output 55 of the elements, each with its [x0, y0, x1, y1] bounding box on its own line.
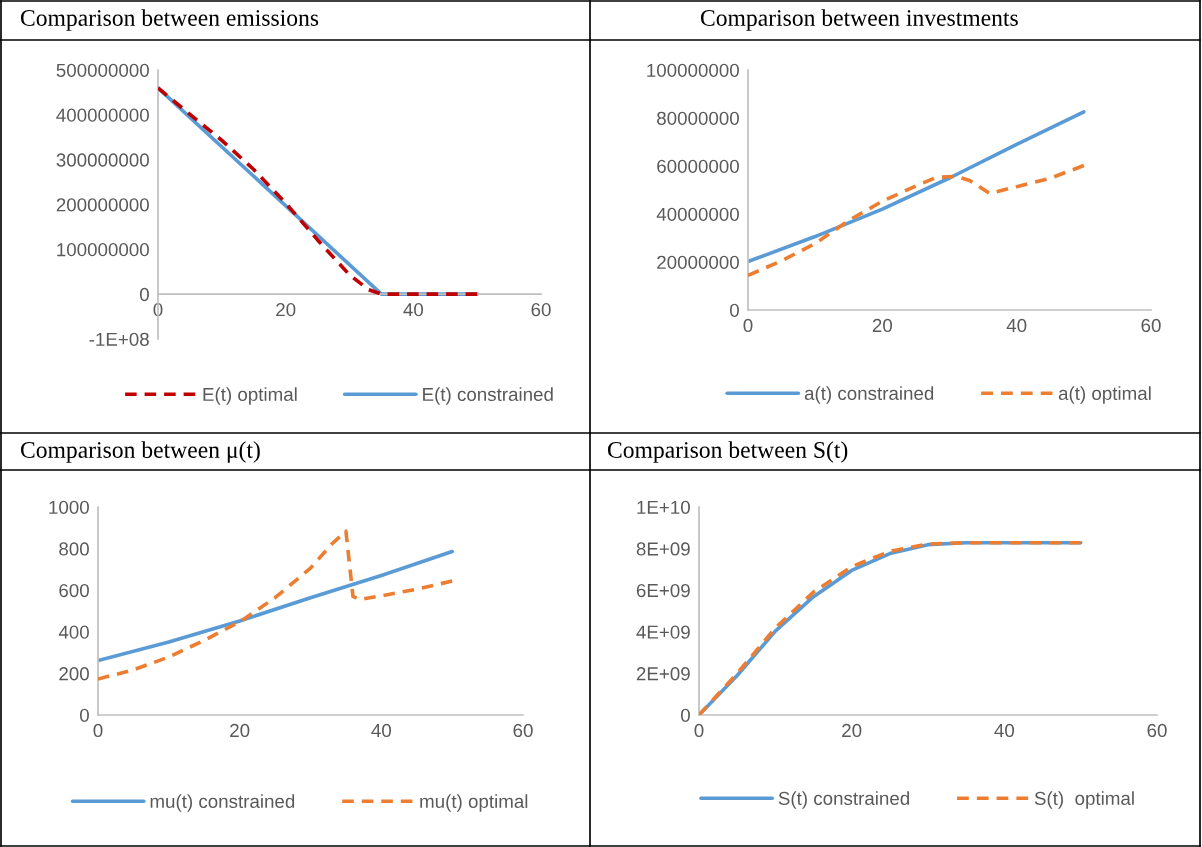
y-tick-label: 800 [59, 542, 89, 556]
y-tick-label: 200000000 [56, 198, 149, 212]
x-tick-label: 40 [371, 723, 392, 738]
line-series [98, 529, 454, 681]
x-tick-label: 20 [230, 723, 250, 738]
chart-title: Comparison between μ(t) [20, 441, 260, 463]
x-tick-label: 60 [513, 723, 533, 738]
x-tick-label: 0 [153, 303, 163, 317]
y-tick-label: 60000000 [657, 159, 739, 173]
y-tick-label: 100000000 [647, 63, 739, 77]
line-series [748, 163, 1086, 278]
legend-label: a(t) optimal [1058, 386, 1151, 404]
x-tick-label: 40 [994, 723, 1015, 738]
legend-label: S(t) optimal [1034, 791, 1134, 809]
x-tick-label: 60 [1141, 318, 1161, 333]
legend-label: S(t) constrained [778, 791, 909, 809]
y-tick-label: 1000 [49, 500, 89, 514]
y-tick-label: 0 [680, 708, 690, 722]
chart-title: Comparison between investments [700, 9, 1018, 31]
legend-label: mu(t) constrained [150, 794, 295, 812]
x-tick-label: 20 [276, 303, 296, 317]
y-tick-label: 0 [139, 287, 149, 302]
x-tick-label: 20 [872, 318, 893, 333]
x-tick-label: 40 [1006, 318, 1027, 333]
y-tick-label: 600 [59, 583, 89, 598]
line-series [98, 549, 454, 663]
x-tick-label: 0 [743, 318, 753, 333]
y-tick-label: 6E+09 [636, 583, 690, 598]
y-tick-label: 8E+09 [636, 542, 690, 556]
chart-title: Comparison between emissions [20, 9, 319, 31]
y-tick-label: 40000000 [656, 207, 739, 221]
y-tick-label: -1E+08 [89, 332, 149, 346]
y-tick-label: 200 [59, 667, 89, 681]
y-tick-label: 400 [58, 625, 89, 639]
y-tick-label: 0 [79, 708, 89, 722]
y-tick-label: 100000000 [57, 243, 149, 257]
y-tick-label: 2E+09 [636, 667, 690, 681]
line-series [748, 109, 1086, 264]
y-tick-label: 20000000 [657, 255, 739, 269]
y-tick-label: 500000000 [56, 63, 149, 77]
y-tick-label: 80000000 [657, 111, 739, 125]
x-tick-label: 40 [403, 303, 424, 317]
y-tick-label: 400000000 [56, 108, 149, 122]
legend-label: mu(t) optimal [420, 794, 528, 812]
legend-label: E(t) optimal [203, 387, 297, 405]
y-tick-label: 1E+10 [637, 500, 690, 514]
x-tick-label: 60 [1147, 723, 1167, 738]
legend-label: E(t) constrained [423, 387, 553, 405]
x-tick-label: 20 [842, 723, 862, 738]
chart-title: Comparison between S(t) [607, 441, 848, 463]
x-tick-label: 60 [531, 303, 551, 317]
legend-label: a(t) constrained [804, 386, 934, 404]
line-series [158, 86, 479, 296]
y-tick-label: 4E+09 [636, 625, 690, 639]
y-tick-label: 300000000 [56, 153, 149, 167]
